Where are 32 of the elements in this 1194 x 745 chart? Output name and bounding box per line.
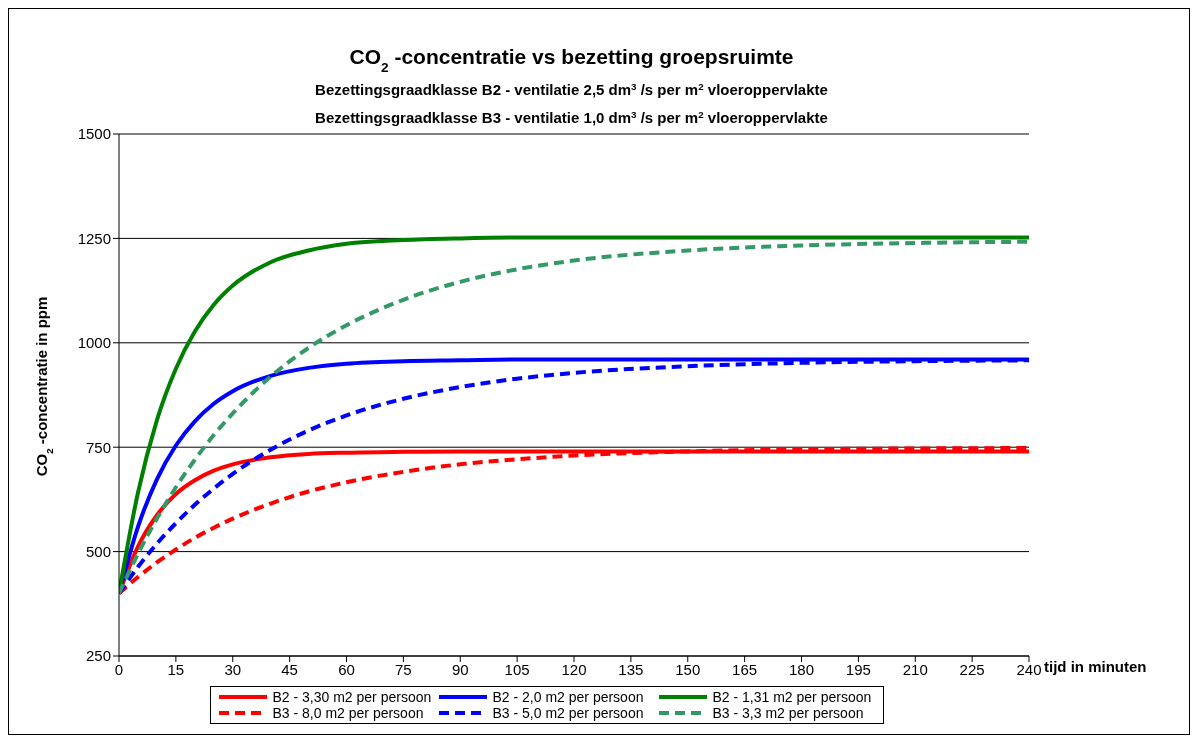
x-tick-label: 45 <box>281 660 298 678</box>
x-tick-label: 165 <box>732 660 758 678</box>
legend-label: B2 - 3,30 m2 per persoon <box>272 689 432 705</box>
legend-label: B2 - 1,31 m2 per persoon <box>712 689 872 705</box>
x-tick-label: 30 <box>224 660 242 678</box>
x-axis-title: tijd in minuten <box>1044 658 1147 675</box>
x-tick-label: 90 <box>451 660 469 678</box>
x-tick-label: 60 <box>338 660 355 678</box>
x-tick-label: 225 <box>959 660 985 678</box>
x-tick-label: 210 <box>902 660 928 678</box>
x-tick-label: 150 <box>675 660 701 678</box>
legend-label: B3 - 8,0 m2 per persoon <box>272 705 424 721</box>
x-tick-label: 195 <box>845 660 871 678</box>
y-tick-label: 750 <box>85 438 111 456</box>
y-tick-label: 1250 <box>77 229 111 247</box>
legend-label: B3 - 5,0 m2 per persoon <box>492 705 644 721</box>
x-tick-label: 240 <box>1016 660 1042 678</box>
x-tick-label: 15 <box>167 660 185 678</box>
text: Bezettingsgraadklasse B2 - ventilatie 2,5 dm$^{3}$/s per m$^{2}$ vloeroppervlakte Bezettingsgraadklasse B3 - ventilatie 1,0 dm$^{3}$/s per m$^{2}$ vloeroppervlakte <box>315 80 828 126</box>
x-tick-label: 135 <box>618 660 644 678</box>
x-tick-label: 75 <box>395 660 412 678</box>
y-tick-label: 1500 <box>77 125 111 143</box>
y-tick-label: 500 <box>85 542 111 560</box>
chart-title: CO$_{2}$-concentratie vs bezetting groepsruimte <box>349 45 794 75</box>
y-tick-label: 1000 <box>77 334 111 352</box>
x-tick-label: 180 <box>788 660 815 678</box>
x-tick-label: 105 <box>504 660 530 678</box>
legend-label: B2 - 2,0 m2 per persoon <box>492 689 644 705</box>
x-tick-label: 0 <box>114 660 124 678</box>
legend-label: B3 - 3,3 m2 per persoon <box>712 705 864 721</box>
y-tick-label: 250 <box>85 647 111 665</box>
x-tick-label: 120 <box>561 660 587 678</box>
